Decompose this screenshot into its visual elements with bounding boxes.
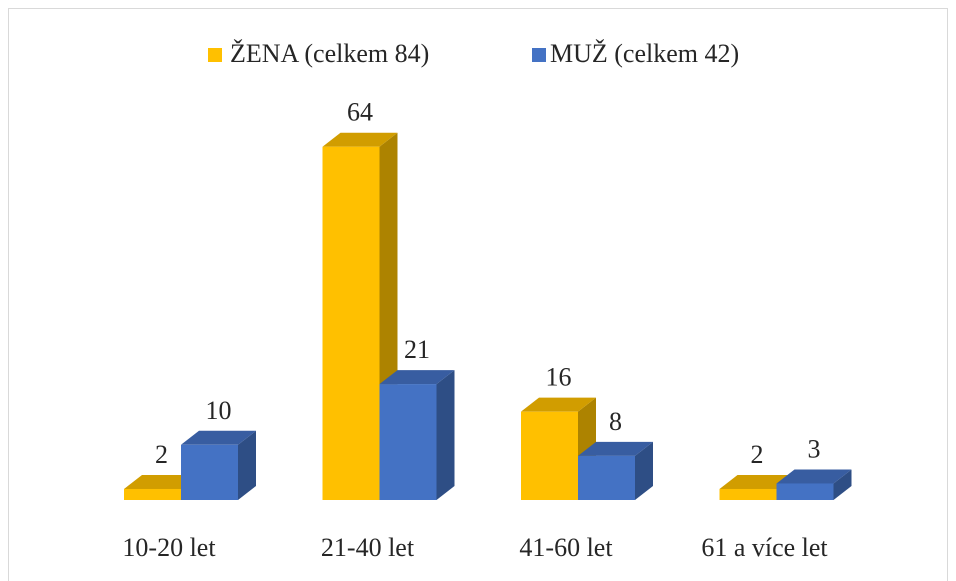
legend-label: MUŽ (celkem 42): [550, 39, 739, 68]
legend-label: ŽENA (celkem 84): [230, 39, 429, 68]
bar-top: [124, 474, 199, 489]
bar-front: [379, 384, 437, 500]
legend-swatch: [208, 48, 222, 62]
bar-top: [379, 370, 455, 385]
bar-top: [521, 397, 596, 412]
bar-side: [436, 370, 455, 500]
data-label: 16: [546, 363, 572, 392]
x-tick-label: 21-40 let: [321, 533, 415, 562]
data-label: 2: [751, 440, 764, 469]
bar: [322, 132, 398, 500]
data-label: 3: [808, 434, 821, 463]
bar-top: [322, 132, 398, 147]
data-label: 64: [347, 98, 373, 127]
bar-top: [181, 430, 256, 445]
bar-front: [322, 146, 380, 500]
data-label: 2: [155, 440, 168, 469]
x-tick-label: 41-60 let: [519, 533, 613, 562]
legend-swatch: [532, 48, 546, 62]
bar: [578, 441, 653, 500]
data-label: 8: [609, 407, 622, 436]
bar: [776, 469, 852, 500]
bar-top: [578, 441, 653, 456]
data-label: 10: [206, 396, 232, 425]
bar-side: [635, 441, 653, 500]
bar-front: [578, 455, 635, 500]
bar-side: [833, 469, 852, 500]
bar: [521, 397, 596, 500]
x-tick-label: 61 a více let: [701, 533, 828, 562]
bar-top: [776, 469, 852, 484]
bar-front: [181, 444, 238, 500]
bar-front: [521, 411, 578, 500]
bar-top: [719, 474, 795, 489]
bar-front: [776, 483, 834, 500]
bar-front: [124, 488, 181, 500]
x-tick-label: 10-20 let: [122, 533, 216, 562]
bar: [379, 370, 455, 500]
bar: [181, 430, 256, 500]
bar-side: [238, 430, 256, 500]
bar-front: [719, 488, 777, 500]
data-label: 21: [404, 335, 430, 364]
